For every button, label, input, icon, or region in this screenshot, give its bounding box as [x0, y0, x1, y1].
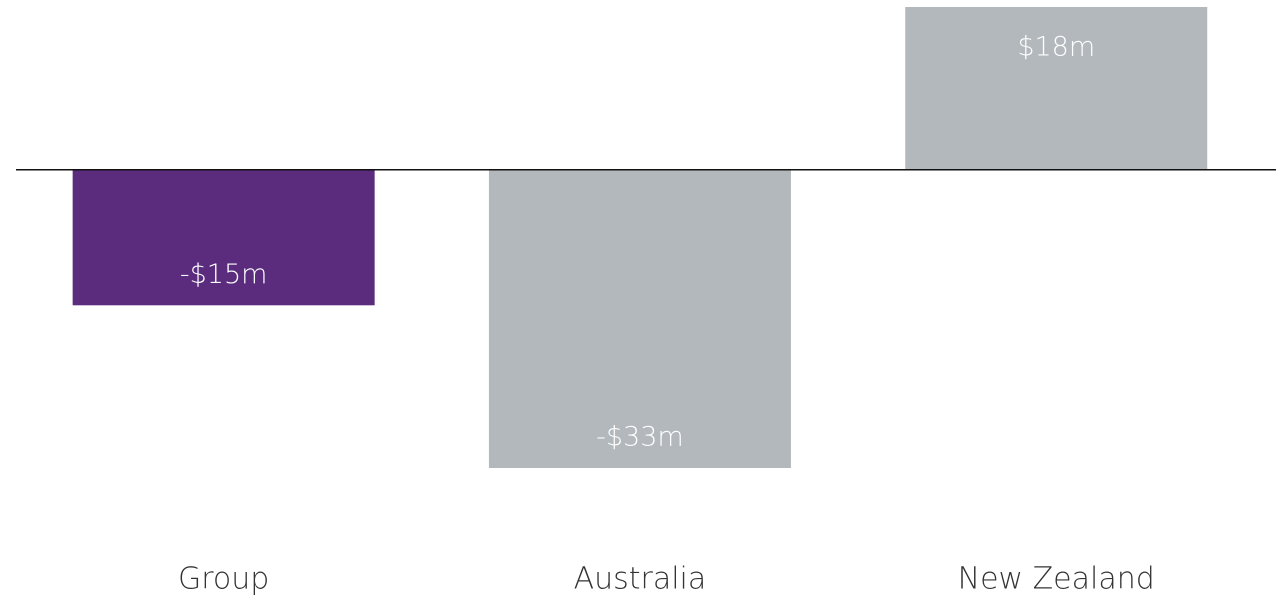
value-label: -$15m [180, 259, 268, 290]
bar [905, 7, 1208, 170]
x-tick-label: Australia [574, 562, 707, 597]
bar [488, 169, 791, 469]
value-label: $18m [1017, 32, 1095, 63]
x-tick-label: New Zealand [958, 562, 1155, 597]
bar [72, 169, 375, 306]
x-tick-label: Group [178, 562, 269, 597]
value-label: -$33m [596, 422, 684, 453]
